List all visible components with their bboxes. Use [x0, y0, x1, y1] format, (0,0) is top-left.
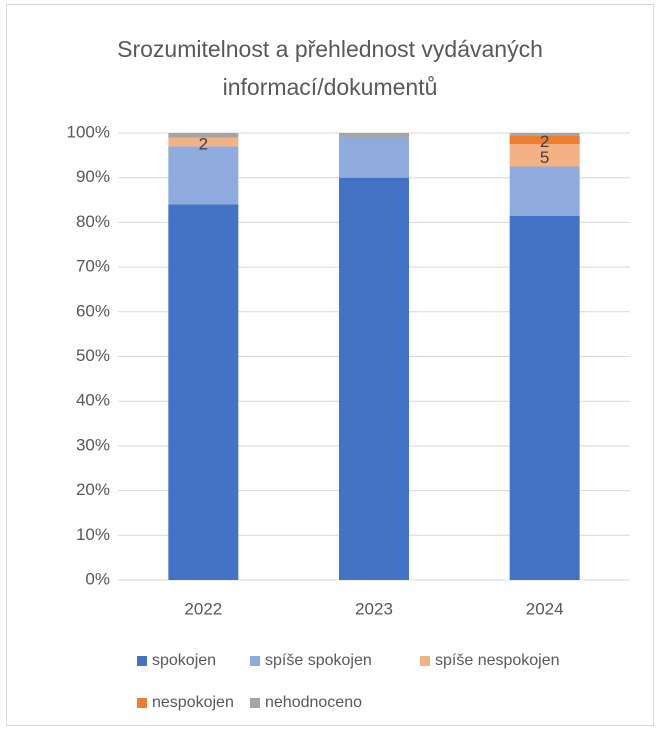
bar-segment — [339, 137, 409, 178]
x-tick-label: 2023 — [355, 599, 393, 618]
bar-segment — [168, 204, 239, 580]
bar-segment — [339, 177, 409, 580]
bar-segment — [509, 133, 580, 136]
y-tick-label: 30% — [76, 435, 110, 454]
legend-label: spíše spokojen — [265, 652, 372, 669]
chart-frame — [6, 4, 654, 726]
data-label: 2 — [199, 134, 208, 153]
bar-segment — [509, 166, 580, 216]
legend-swatch — [137, 698, 147, 708]
y-tick-label: 80% — [76, 212, 110, 231]
legend-label: nehodnoceno — [265, 694, 362, 711]
bar-segment — [168, 137, 239, 147]
y-tick-label: 70% — [76, 257, 110, 276]
y-tick-label: 60% — [76, 301, 110, 320]
legend-swatch — [250, 656, 260, 666]
y-tick-label: 100% — [67, 122, 110, 141]
bar-segment — [339, 133, 409, 138]
legend-swatch — [137, 656, 147, 666]
chart-title: Srozumitelnost a přehlednost vydávaných … — [117, 36, 543, 100]
bar-segment — [509, 144, 580, 167]
legend-label: spokojen — [152, 652, 216, 669]
y-tick-label: 20% — [76, 480, 110, 499]
bar-segment — [509, 135, 580, 145]
y-tick-label: 50% — [76, 346, 110, 365]
legend-label: nespokojen — [152, 694, 234, 711]
bar-segment — [168, 133, 239, 138]
x-tick-label: 2022 — [184, 599, 222, 618]
data-label: 2 — [540, 132, 549, 151]
y-tick-label: 40% — [76, 391, 110, 410]
data-label: 5 — [540, 148, 549, 167]
y-tick-label: 90% — [76, 167, 110, 186]
legend-label: spíše nespokojen — [435, 652, 560, 669]
legend-swatch — [420, 656, 430, 666]
y-tick-label: 10% — [76, 525, 110, 544]
legend-swatch — [250, 698, 260, 708]
bar-segment — [509, 215, 580, 580]
bar-segment — [168, 146, 239, 205]
y-tick-label: 0% — [85, 569, 110, 588]
x-tick-label: 2024 — [526, 599, 564, 618]
